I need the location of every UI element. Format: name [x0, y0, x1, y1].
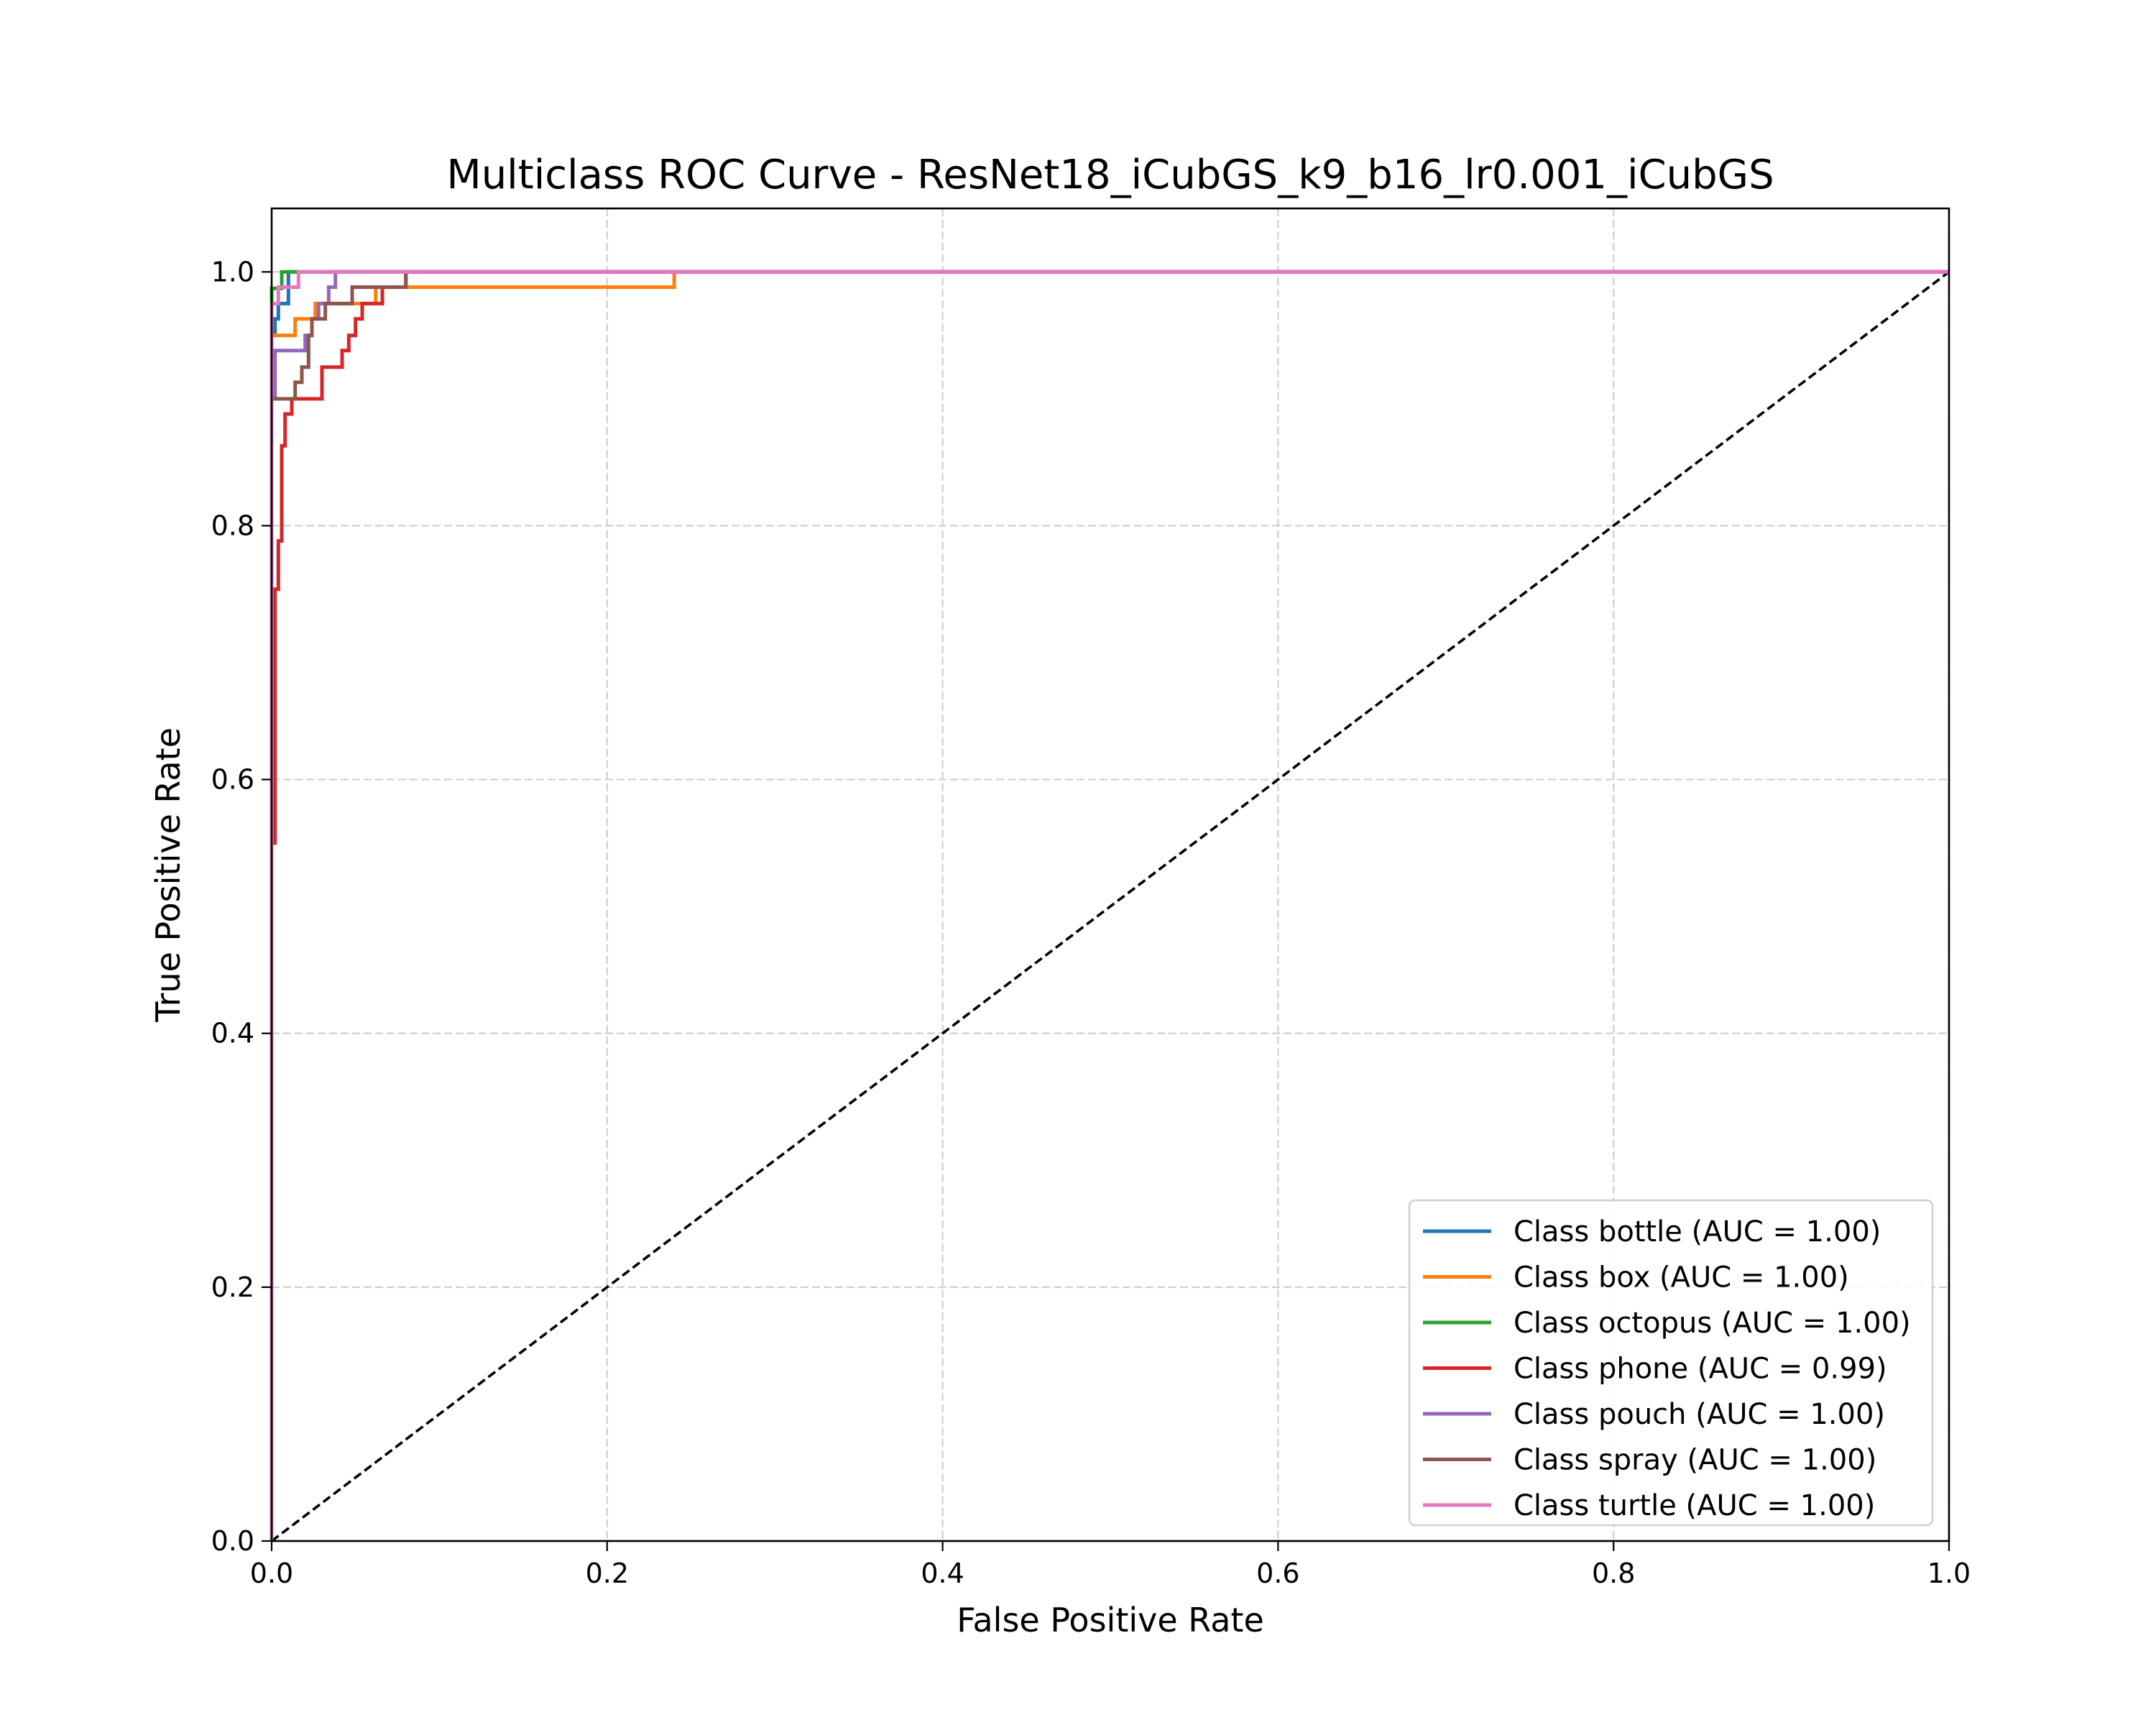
- chance-diagonal-line: [270, 270, 1950, 1542]
- y-tick-label: 0.4: [211, 1018, 254, 1049]
- legend-label: Class turtle (AUC = 1.00): [1514, 1489, 1875, 1522]
- x-tick-label: 0.8: [1592, 1558, 1635, 1589]
- y-tick-label: 0.6: [211, 764, 254, 796]
- roc-curve-line: [270, 270, 1949, 1541]
- x-tick-label: 0.6: [1256, 1558, 1299, 1589]
- y-tick-label: 1.0: [211, 256, 254, 288]
- y-tick-label: 0.0: [211, 1525, 254, 1557]
- roc-curve-line: [270, 270, 1949, 1541]
- chart-title: Multiclass ROC Curve - ResNet18_iCubGS_k…: [446, 152, 1774, 198]
- y-tick-label: 0.2: [211, 1271, 254, 1303]
- y-tick-label: 0.8: [211, 510, 254, 541]
- y-axis-label: True Positive Rate: [149, 727, 188, 1023]
- chance-line-layer: [270, 270, 1950, 1542]
- axis-ticks: 0.0 0.2 0.4 0.6 0.8 1.0 0.0 0.2 0.4 0.6 0.8 1.0: [211, 256, 1971, 1589]
- legend: Class bottle (AUC = 1.00) Class box (AUC …: [1408, 1199, 1934, 1527]
- x-axis-label: False Positive Rate: [957, 1601, 1264, 1639]
- x-tick-label: 1.0: [1927, 1558, 1971, 1589]
- legend-label: Class bottle (AUC = 1.00): [1514, 1215, 1881, 1248]
- legend-label: Class phone (AUC = 0.99): [1514, 1353, 1887, 1386]
- plot-frame: [270, 207, 1950, 1542]
- legend-label: Class spray (AUC = 1.00): [1514, 1444, 1876, 1477]
- x-tick-label: 0.0: [250, 1558, 293, 1589]
- legend-box: [1408, 1199, 1934, 1527]
- legend-label: Class box (AUC = 1.00): [1514, 1261, 1849, 1294]
- legend-label: Class pouch (AUC = 1.00): [1514, 1398, 1885, 1431]
- x-tick-label: 0.4: [921, 1558, 964, 1589]
- x-tick-label: 0.2: [586, 1558, 629, 1589]
- legend-label: Class octopus (AUC = 1.00): [1514, 1307, 1911, 1340]
